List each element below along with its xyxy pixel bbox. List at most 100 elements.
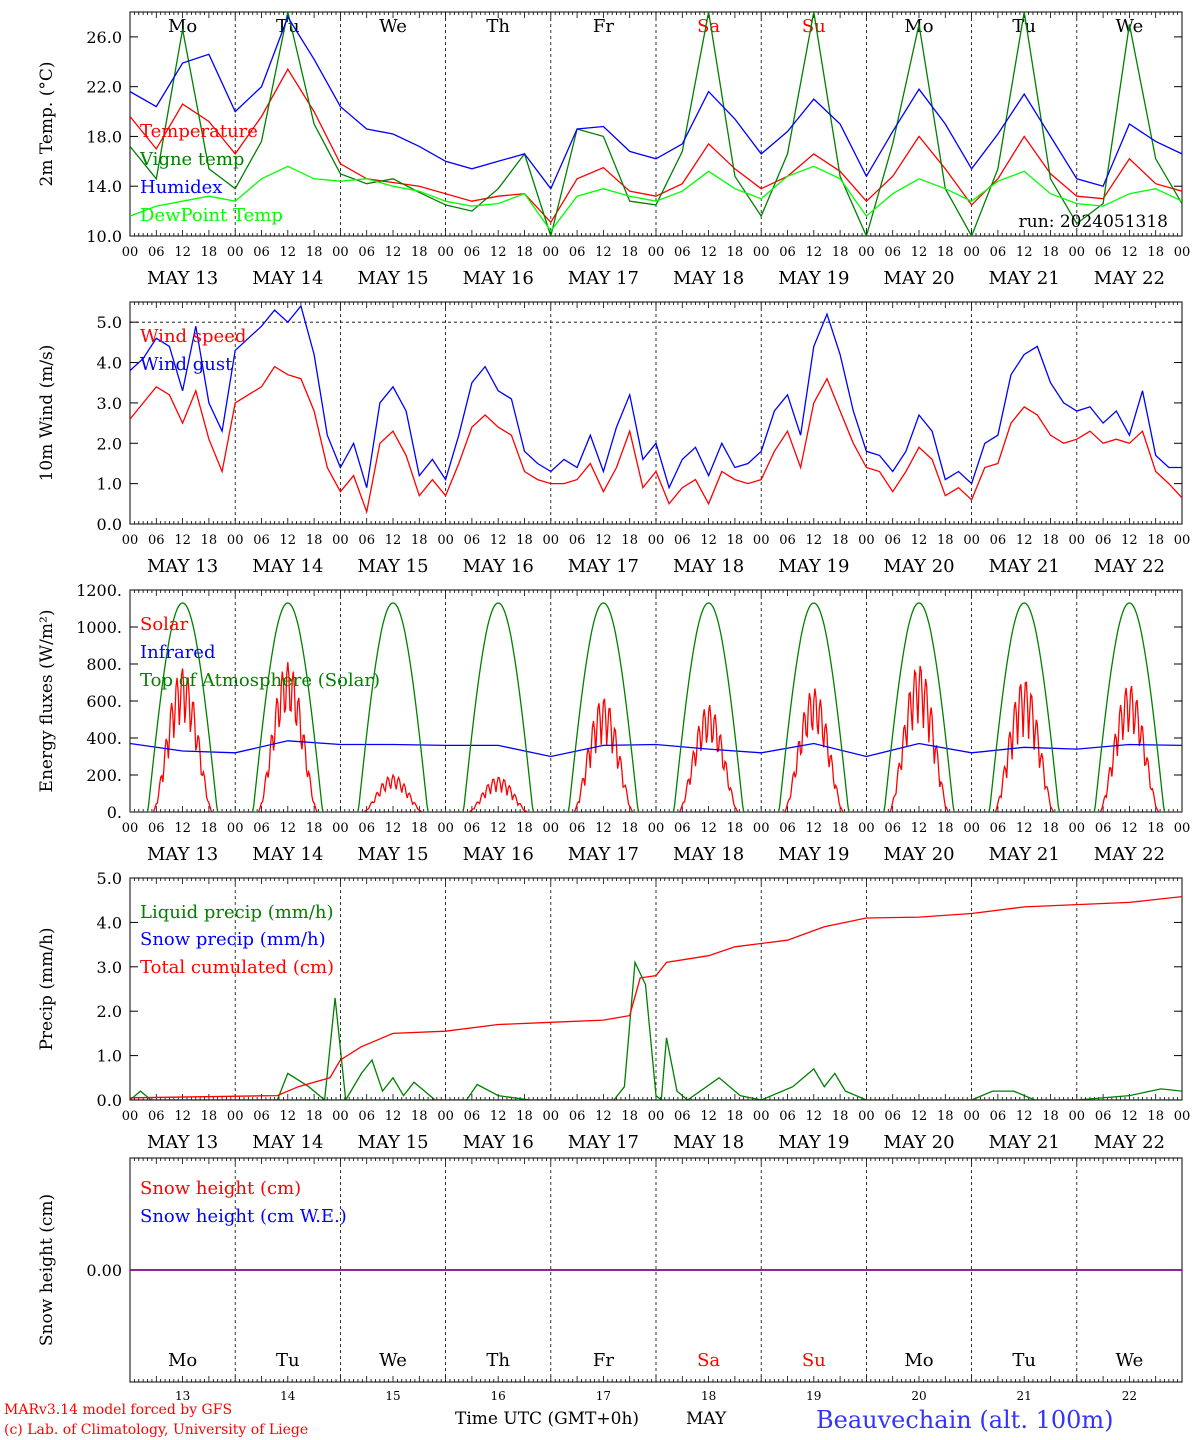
y-tick-label: 0. bbox=[107, 803, 122, 822]
hour-tick-label: 18 bbox=[937, 533, 954, 548]
hour-tick-label: 12 bbox=[911, 821, 928, 836]
weekday-label: Th bbox=[486, 1350, 510, 1371]
hour-tick-label: 00 bbox=[648, 533, 665, 548]
hour-tick-label: 12 bbox=[1121, 1109, 1138, 1124]
y-tick-label: 600. bbox=[86, 692, 122, 711]
hour-tick-label: 12 bbox=[490, 821, 507, 836]
series-line bbox=[130, 959, 1182, 1100]
hour-tick-label: 00 bbox=[858, 1109, 875, 1124]
hour-tick-label: 00 bbox=[858, 245, 875, 260]
panel-wind: 0.0 1.0 2.0 3.0 4.0 5.0 10m Wind (m/s) 00 06 12 18… bbox=[37, 301, 1190, 577]
y-axis-label: Energy fluxes (W/m²) bbox=[37, 610, 57, 793]
date-label: MAY 20 bbox=[883, 1132, 954, 1153]
hour-tick-label: 06 bbox=[358, 1109, 375, 1124]
hour-tick-label: 18 bbox=[937, 1109, 954, 1124]
hour-tick-label: 18 bbox=[1147, 821, 1164, 836]
date-label: MAY 19 bbox=[778, 556, 849, 577]
day-number-label: 18 bbox=[701, 1389, 716, 1403]
hour-tick-label: 18 bbox=[516, 533, 533, 548]
hour-tick-label: 12 bbox=[385, 1109, 402, 1124]
series-line bbox=[130, 740, 1182, 758]
hour-tick-label: 18 bbox=[1042, 1109, 1059, 1124]
day-number-label: 14 bbox=[280, 1389, 296, 1403]
series-line bbox=[130, 67, 1182, 224]
hour-tick-label: 18 bbox=[1147, 533, 1164, 548]
hour-tick-label: 18 bbox=[727, 533, 744, 548]
hour-tick-label: 06 bbox=[148, 1109, 165, 1124]
hour-tick-label: 12 bbox=[1016, 821, 1033, 836]
hour-tick-label: 06 bbox=[1095, 1109, 1112, 1124]
day-number-label: 16 bbox=[491, 1389, 506, 1403]
legend-entry: Vigne temp bbox=[139, 149, 244, 170]
hour-tick-label: 12 bbox=[911, 533, 928, 548]
weekday-label: We bbox=[379, 16, 407, 37]
y-tick-label: 18.0 bbox=[86, 127, 122, 146]
hour-tick-label: 00 bbox=[227, 821, 244, 836]
y-tick-label: 200. bbox=[86, 766, 122, 785]
hour-tick-label: 18 bbox=[832, 245, 849, 260]
hour-tick-label: 00 bbox=[332, 245, 349, 260]
plot-frame bbox=[129, 11, 1183, 237]
hour-tick-label: 00 bbox=[1069, 245, 1086, 260]
model-credit: MARv3.14 model forced by GFS bbox=[4, 1402, 232, 1418]
hour-tick-label: 18 bbox=[411, 245, 428, 260]
hour-tick-label: 00 bbox=[1174, 821, 1191, 836]
hour-tick-label: 00 bbox=[1069, 1109, 1086, 1124]
series-line bbox=[130, 165, 1182, 233]
hour-tick-label: 12 bbox=[700, 245, 717, 260]
hour-tick-label: 00 bbox=[753, 821, 770, 836]
y-axis-label: Precip (mm/h) bbox=[37, 927, 57, 1050]
date-label: MAY 14 bbox=[252, 844, 323, 865]
hour-tick-label: 12 bbox=[280, 533, 297, 548]
hour-tick-label: 18 bbox=[832, 533, 849, 548]
hour-tick-label: 18 bbox=[516, 245, 533, 260]
hour-tick-label: 06 bbox=[990, 533, 1007, 548]
hour-tick-label: 06 bbox=[464, 1109, 481, 1124]
weekday-label: Mo bbox=[168, 16, 197, 37]
hour-tick-label: 18 bbox=[621, 245, 638, 260]
hour-tick-label: 06 bbox=[253, 821, 270, 836]
panel-temp: 10.0 14.0 18.0 22.0 26.0 2m Temp. (°C) 00 06 12 1… bbox=[37, 11, 1190, 289]
series-line bbox=[130, 662, 1182, 812]
hour-tick-label: 18 bbox=[937, 821, 954, 836]
hour-tick-label: 00 bbox=[963, 1109, 980, 1124]
date-label: MAY 17 bbox=[568, 1132, 639, 1153]
y-tick-label: 14.0 bbox=[86, 177, 122, 196]
hour-tick-label: 12 bbox=[174, 1109, 191, 1124]
hour-tick-label: 12 bbox=[385, 533, 402, 548]
legend-entry: Top of Atmosphere (Solar) bbox=[140, 670, 380, 691]
y-tick-label: 0.0 bbox=[97, 515, 122, 534]
date-label: MAY 18 bbox=[673, 1132, 744, 1153]
y-tick-label: 400. bbox=[86, 729, 122, 748]
hour-tick-label: 12 bbox=[1016, 1109, 1033, 1124]
hour-tick-label: 00 bbox=[227, 1109, 244, 1124]
weekday-label: Fr bbox=[593, 16, 614, 37]
hour-tick-label: 00 bbox=[858, 821, 875, 836]
hour-tick-label: 00 bbox=[437, 1109, 454, 1124]
hour-tick-label: 06 bbox=[674, 1109, 691, 1124]
date-label: MAY 21 bbox=[989, 556, 1060, 577]
weekday-label: Tu bbox=[276, 1350, 300, 1371]
day-number-label: 19 bbox=[806, 1389, 821, 1403]
hour-tick-label: 06 bbox=[1095, 533, 1112, 548]
panel-precip: 0.0 1.0 2.0 3.0 4.0 5.0 Precip (mm/h) 00 06 12 18 M… bbox=[37, 869, 1190, 1153]
date-label: MAY 21 bbox=[989, 268, 1060, 289]
date-label: MAY 17 bbox=[568, 268, 639, 289]
hour-tick-label: 18 bbox=[201, 245, 218, 260]
hour-tick-label: 06 bbox=[464, 245, 481, 260]
date-label: MAY 15 bbox=[357, 268, 428, 289]
date-label: MAY 19 bbox=[778, 268, 849, 289]
hour-tick-label: 06 bbox=[884, 245, 901, 260]
weekday-label: Sa bbox=[697, 16, 720, 37]
date-label: MAY 14 bbox=[252, 1132, 323, 1153]
hour-tick-label: 00 bbox=[437, 533, 454, 548]
series-line bbox=[130, 895, 1182, 1099]
hour-tick-label: 06 bbox=[358, 821, 375, 836]
hour-tick-label: 18 bbox=[832, 1109, 849, 1124]
legend-entry: DewPoint Temp bbox=[140, 205, 283, 226]
day-number-label: 15 bbox=[385, 1389, 400, 1403]
legend-entry: Total cumulated (cm) bbox=[140, 957, 334, 978]
hour-tick-label: 12 bbox=[911, 245, 928, 260]
series-line bbox=[130, 602, 1182, 812]
legend-entry: Snow height (cm W.E.) bbox=[140, 1206, 347, 1227]
